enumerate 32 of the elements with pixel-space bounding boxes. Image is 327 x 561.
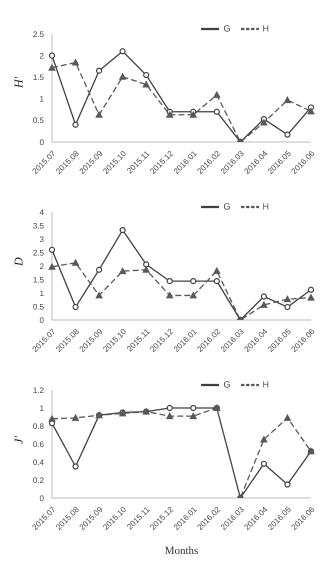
legend-label: G (223, 23, 230, 34)
x-axis-title: Months (164, 545, 198, 557)
y-tick-label: 2 (40, 262, 45, 271)
y-tick-label: 2.5 (32, 248, 45, 258)
y-tick-label: 0.8 (32, 422, 45, 431)
y-tick-label: 1 (40, 94, 45, 104)
legend-label: G (223, 201, 230, 212)
y-tick-label: 1 (40, 404, 45, 413)
y-tick-label: 0.4 (32, 458, 45, 467)
y-tick-label: 1.2 (32, 386, 45, 395)
y-tick-label: 0.5 (32, 302, 45, 312)
legend-label: H (262, 379, 269, 390)
legend-label: H (262, 23, 269, 34)
y-tick-label: 0.6 (32, 440, 45, 449)
y-tick-label: 2 (40, 51, 45, 60)
y-tick-label: 0 (40, 494, 45, 503)
y-tick-label: 1.5 (32, 275, 45, 284)
y-tick-label: 3.5 (32, 221, 45, 230)
y-axis-title: H' (11, 76, 26, 89)
y-tick-label: 1 (40, 288, 45, 298)
y-tick-label: 0 (40, 138, 45, 147)
y-tick-label: 0.5 (32, 116, 45, 126)
y-axis-title: D (11, 257, 26, 267)
y-tick-label: 3 (40, 234, 45, 244)
y-tick-label: 2.5 (32, 30, 45, 39)
y-tick-label: 1.5 (32, 73, 45, 82)
y-tick-label: 4 (40, 208, 45, 217)
y-axis-title: J' (11, 436, 26, 444)
legend-label: H (262, 201, 269, 212)
y-tick-label: 0 (40, 316, 45, 325)
legend-label: G (223, 379, 230, 390)
y-tick-label: 0.2 (32, 476, 45, 485)
